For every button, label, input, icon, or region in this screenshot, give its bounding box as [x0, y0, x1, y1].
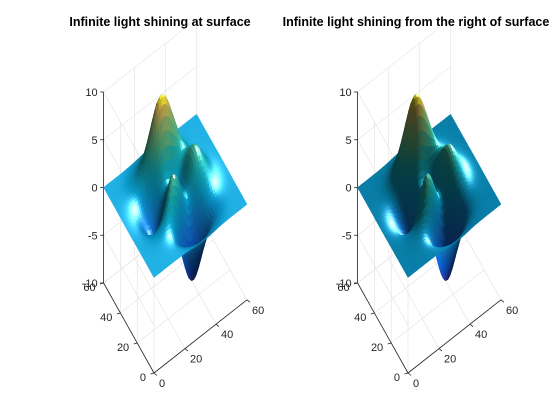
x-tick-label: 0	[413, 378, 419, 390]
x-tick-label: 40	[221, 329, 233, 341]
x-tick-label: 20	[190, 354, 202, 366]
right-chart-title: Infinite light shining from the right of…	[283, 15, 550, 29]
z-tick-label: -5	[88, 230, 98, 242]
x-tick-label: 60	[252, 305, 264, 317]
z-tick-label: 5	[345, 135, 351, 147]
y-axis-line	[103, 282, 155, 374]
x-tick-label: 20	[444, 354, 456, 366]
z-tick-label: -5	[342, 230, 352, 242]
x-axis-line	[407, 299, 502, 374]
y-tick-label: 20	[371, 342, 383, 354]
y-tick-label: 60	[337, 282, 349, 294]
z-tick-label: 0	[345, 183, 351, 195]
x-tick-label: 0	[159, 378, 165, 390]
x-axis-line	[153, 299, 248, 374]
surface-patch	[243, 202, 248, 207]
x-tick-label: 60	[506, 305, 518, 317]
z-tick-label: -10	[82, 278, 98, 290]
surface-mesh	[357, 93, 502, 282]
z-tick-label: 10	[339, 87, 351, 99]
z-tick-label: 5	[91, 135, 97, 147]
y-axis-line	[357, 282, 409, 374]
y-tick-label: 40	[354, 312, 366, 324]
y-tick-label: 20	[117, 342, 129, 354]
surface-mesh	[103, 93, 248, 282]
z-tick-label: 10	[85, 87, 97, 99]
x-tick-label: 40	[475, 329, 487, 341]
left-chart-title: Infinite light shining at surface	[69, 15, 250, 29]
y-tick-label: 0	[140, 372, 146, 384]
y-tick-label: 60	[83, 282, 95, 294]
z-tick-label: 0	[91, 183, 97, 195]
y-tick-label: 0	[394, 372, 400, 384]
y-tick-label: 40	[100, 312, 112, 324]
z-tick-label: -10	[336, 278, 352, 290]
